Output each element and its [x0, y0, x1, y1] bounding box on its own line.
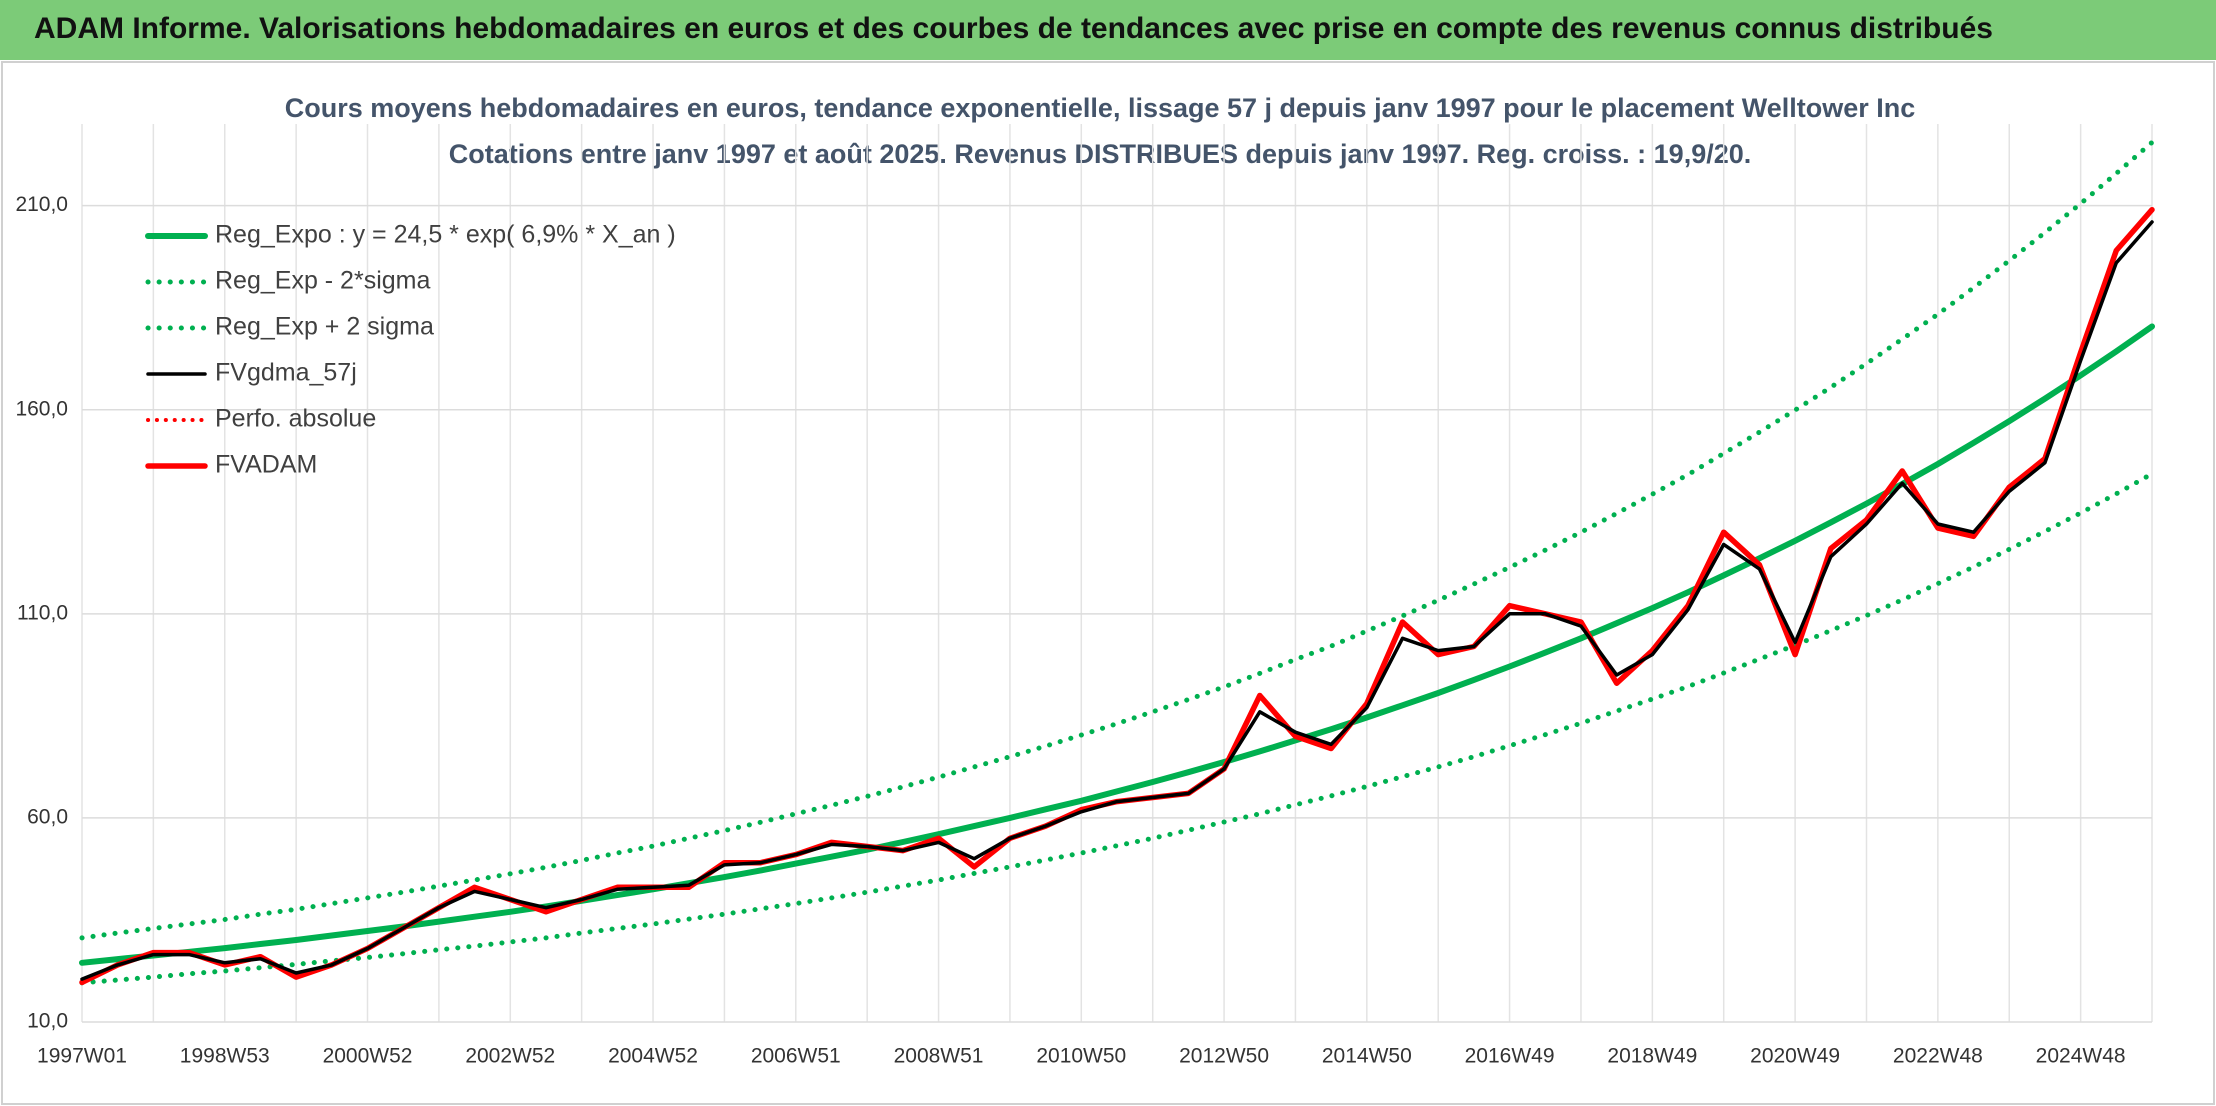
- x-tick-label: 2022W48: [1893, 1045, 1983, 1068]
- x-tick-label: 2016W49: [1465, 1045, 1555, 1068]
- x-tick-label: 2010W50: [1036, 1045, 1126, 1068]
- x-tick-label: 2002W52: [465, 1045, 555, 1068]
- x-tick-label: 1998W53: [180, 1045, 270, 1068]
- legend-label: FVADAM: [215, 451, 317, 479]
- x-tick-label: 2006W51: [751, 1045, 841, 1068]
- series-line: [79, 139, 2155, 941]
- x-tick-label: 2012W50: [1179, 1045, 1269, 1068]
- x-tick-label: 1997W01: [37, 1045, 127, 1068]
- header-bar: [0, 0, 2216, 60]
- legend-label: FVgdma_57j: [215, 359, 357, 387]
- x-tick-label: 2024W48: [2036, 1045, 2126, 1068]
- chart-subtitle: Cotations entre janv 1997 et août 2025. …: [449, 139, 1752, 169]
- series-line: [80, 220, 2154, 981]
- legend-label: Reg_Exp + 2 sigma: [215, 313, 434, 341]
- y-tick-label: 210,0: [15, 193, 68, 216]
- chart-frame: [1, 61, 2215, 1105]
- series-line: [79, 471, 2155, 986]
- header-title: ADAM Informe. Valorisations hebdomadaire…: [34, 12, 1993, 45]
- x-tick-label: 2008W51: [894, 1045, 984, 1068]
- y-tick-label: 110,0: [17, 601, 68, 624]
- plot: 10,0 60,0 110,0 160,0 210,0 1997W01 1998W53 200…: [15, 124, 2155, 1068]
- y-tick-label: 160,0: [15, 397, 68, 420]
- series-line: [79, 323, 2155, 966]
- x-tick-label: 2018W49: [1607, 1045, 1697, 1068]
- legend-label: Reg_Exp - 2*sigma: [215, 267, 430, 295]
- y-tick-label: 10,0: [27, 1010, 68, 1033]
- y-tick-label: 60,0: [27, 805, 68, 828]
- x-tick-label: 2000W52: [323, 1045, 413, 1068]
- legend-label: Perfo. absolue: [215, 405, 376, 433]
- x-tick-label: 2020W49: [1750, 1045, 1840, 1068]
- chart-title: Cours moyens hebdomadaires en euros, ten…: [285, 93, 1916, 123]
- x-tick-label: 2004W52: [608, 1045, 698, 1068]
- x-tick-label: 2014W50: [1322, 1045, 1412, 1068]
- legend-label: Reg_Expo : y = 24,5 * exp( 6,9% * X_an ): [215, 221, 676, 249]
